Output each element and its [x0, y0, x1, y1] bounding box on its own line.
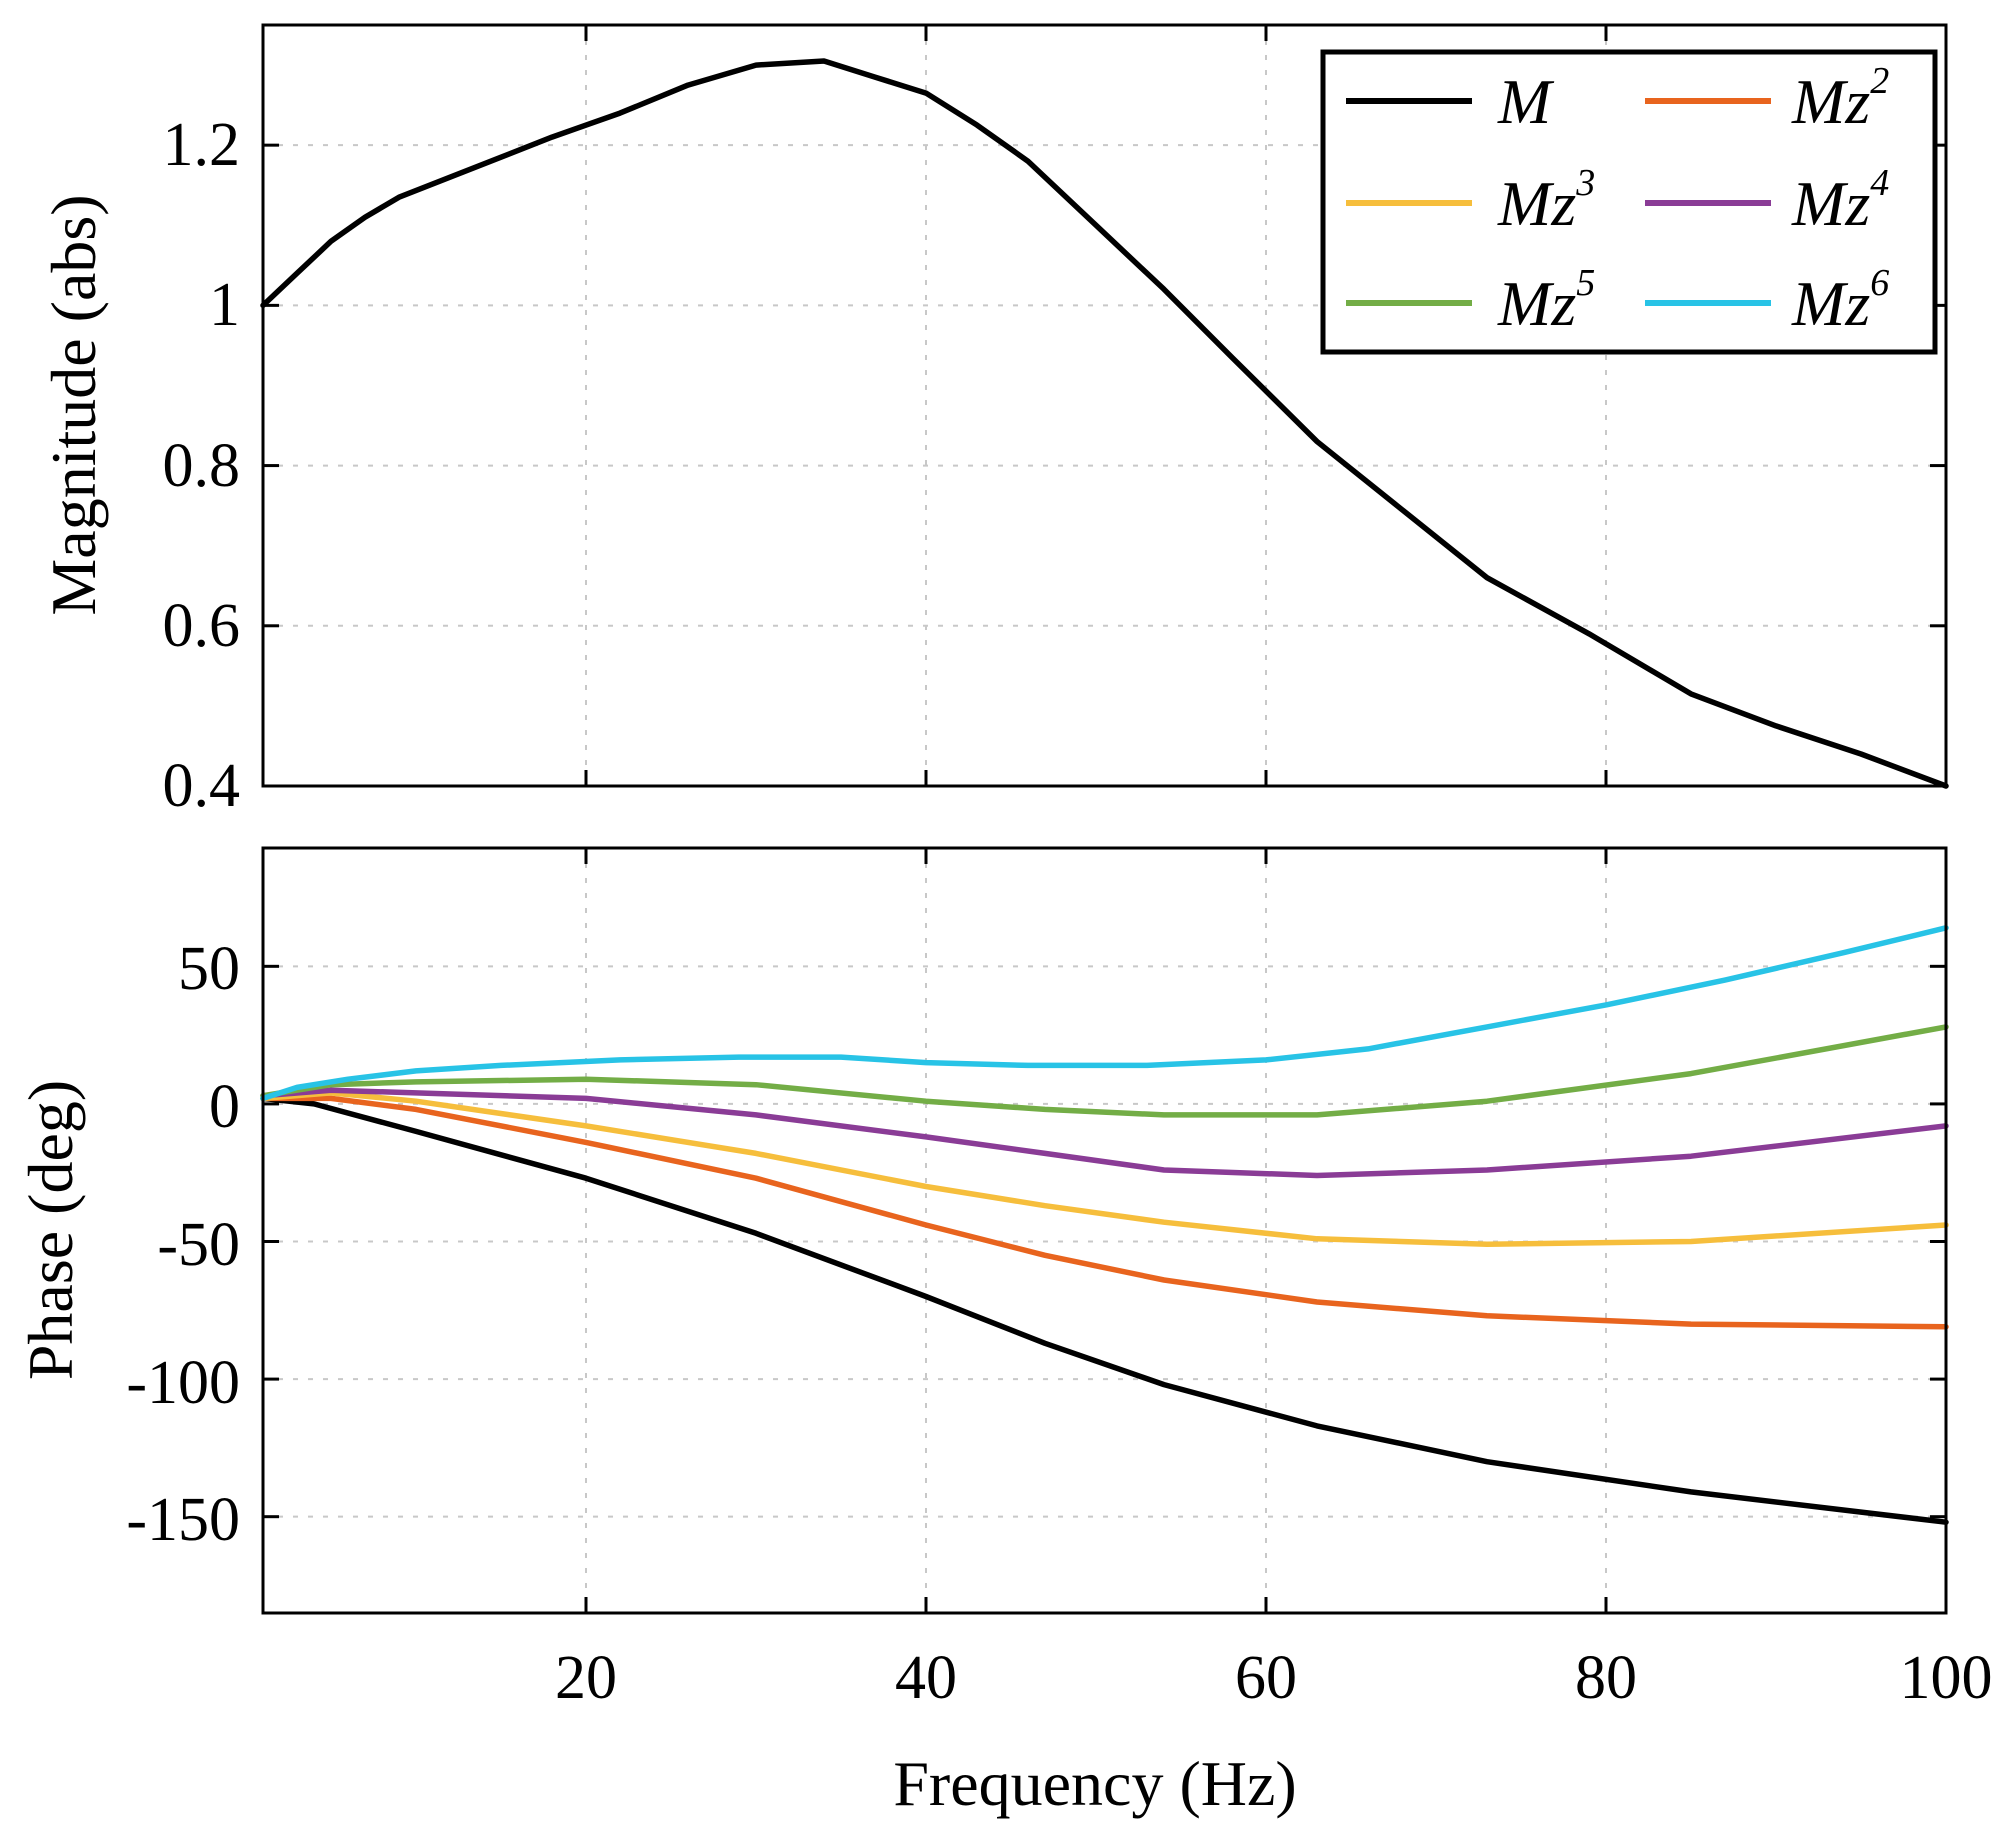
xtick-label: 60	[1235, 1644, 1297, 1712]
phase-series	[260, 925, 1949, 1525]
svg-text:M: M	[1497, 66, 1555, 137]
mag-ytick-label: 0.8	[163, 432, 241, 500]
xtick-label: 80	[1575, 1644, 1637, 1712]
xtick-label: 20	[555, 1644, 617, 1712]
mag-ytick-label: 0.4	[163, 752, 241, 820]
phase-axes-frame	[261, 846, 1948, 1615]
phase-line-mz6	[260, 925, 1949, 1102]
svg-text:Mz6: Mz6	[1791, 262, 1889, 339]
magnitude-axes-frame	[261, 23, 1948, 788]
magnitude-plot: 0.4 0.6 0.8 1 1.2 Magnitude (abs) M Mz2 …	[38, 23, 1949, 820]
phase-ytick-label: -100	[126, 1349, 240, 1417]
legend-entry-mz5: Mz5	[1346, 262, 1595, 339]
legend-entry-mz6: Mz6	[1645, 262, 1889, 339]
magnitude-tick-marks	[263, 25, 1948, 788]
mag-ytick-label: 1.2	[163, 111, 241, 179]
phase-line-mz2	[260, 1095, 1949, 1330]
phase-ytick-label: 0	[209, 1073, 240, 1141]
magnitude-gridlines	[263, 25, 1946, 786]
magnitude-line-m	[260, 58, 1949, 789]
legend: M Mz2 Mz3 Mz4 Mz5 Mz6	[1320, 49, 1938, 355]
phase-tick-marks	[263, 848, 1948, 1613]
legend-entry-mz4: Mz4	[1645, 162, 1889, 239]
magnitude-series	[260, 58, 1949, 789]
phase-line-mz5	[260, 1024, 1949, 1118]
phase-ylabel: Phase (deg)	[15, 1080, 86, 1380]
svg-text:Mz2: Mz2	[1791, 60, 1889, 137]
svg-text:Mz4: Mz4	[1791, 162, 1889, 239]
phase-ytick-label: -150	[126, 1486, 240, 1554]
phase-ytick-label: 50	[178, 935, 240, 1003]
xtick-label: 40	[895, 1644, 957, 1712]
mag-ytick-label: 1	[209, 271, 240, 339]
phase-line-mz3	[260, 1090, 1949, 1248]
phase-ytick-label: -50	[157, 1211, 240, 1279]
svg-text:Mz5: Mz5	[1497, 262, 1595, 339]
mag-ytick-label: 0.6	[163, 592, 241, 660]
legend-entry-mz3: Mz3	[1346, 162, 1595, 239]
frequency-xlabel: Frequency (Hz)	[893, 1748, 1296, 1819]
phase-line-m	[260, 1095, 1949, 1525]
phase-gridlines	[263, 848, 1946, 1613]
legend-entry-mz2: Mz2	[1645, 60, 1889, 137]
phase-line-mz4	[260, 1087, 1949, 1179]
xtick-label: 100	[1900, 1644, 1993, 1712]
svg-text:Mz3: Mz3	[1497, 162, 1595, 239]
magnitude-ylabel: Magnitude (abs)	[38, 194, 109, 615]
legend-entry-m: M	[1346, 66, 1555, 137]
phase-plot: -150 -100 -50 0 50 Phase (deg) 20 40 60 …	[15, 846, 1993, 1819]
